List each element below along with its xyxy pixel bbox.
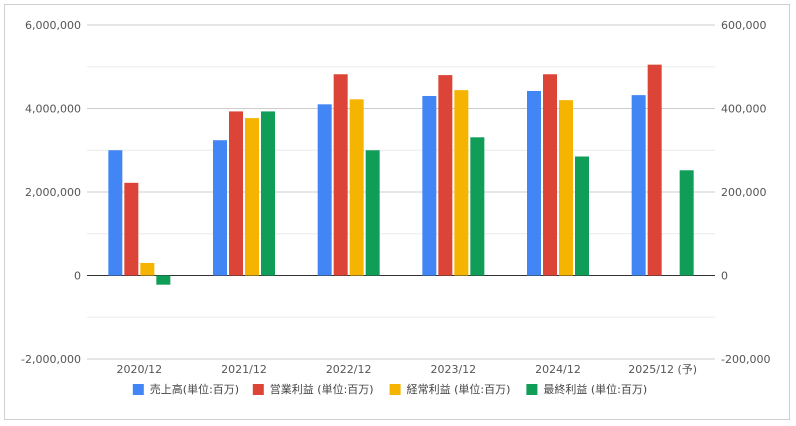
bar-4 [679,170,694,276]
bar-3 [559,100,573,276]
bar-4 [575,156,589,276]
bar-2 [229,111,243,276]
x-tick-label: 2025/12 (予) [628,363,697,376]
y-right-tick-label: 600,000 [721,19,767,32]
y-left-tick-label: 4,000,000 [25,103,81,116]
bar-4 [156,275,171,285]
legend-label: 経常利益 (単位:百万) [407,382,511,396]
bar-2 [124,182,139,276]
bar-3 [349,99,364,276]
x-tick-label: 2024/12 [535,363,581,376]
y-left-tick-label: 2,000,000 [25,186,81,199]
y-right-tick-label: -200,000 [721,353,770,366]
y-right-tick-label: 200,000 [721,186,767,199]
bar-1 [422,95,437,276]
legend-swatch [252,384,264,395]
legend-label: 最終利益 (単位:百万) [543,382,647,396]
combo-bar-chart: 6,000,000 4,000,000 2,000,000 0 -2,000,000 60… [21,19,770,396]
bar-2 [333,74,348,276]
bar-4 [365,150,380,276]
legend-label: 営業利益 (単位:百万) [270,382,374,396]
bar-1 [317,104,332,276]
bar-2 [543,74,557,276]
chart-frame: 6,000,000 4,000,000 2,000,000 0 -2,000,000 60… [4,4,790,420]
x-tick-label: 2022/12 [326,363,372,376]
bar-1 [527,90,541,276]
bar-1 [631,95,646,276]
legend-swatch [389,384,401,395]
y-left-tick-label: 6,000,000 [25,19,81,32]
x-tick-label: 2020/12 [116,363,162,376]
bar-2 [647,64,662,276]
y-left-tick-label: 0 [74,270,81,283]
bar-3 [454,90,469,276]
bar-4 [261,111,275,276]
bar-2 [438,75,453,276]
bar-4 [470,137,485,276]
x-tick-label: 2021/12 [221,363,267,376]
legend-swatch [526,384,538,395]
bar-3 [140,262,155,276]
bar-1 [108,150,123,276]
y-right-tick-label: 400,000 [721,103,767,116]
y-right-tick-label: 0 [721,270,728,283]
bar-3 [245,118,259,276]
x-tick-label: 2023/12 [430,363,476,376]
legend-swatch [132,384,144,395]
legend-label: 売上高(単位:百万) [150,382,239,396]
bar-1 [213,140,227,276]
y-left-tick-label: -2,000,000 [21,353,81,366]
